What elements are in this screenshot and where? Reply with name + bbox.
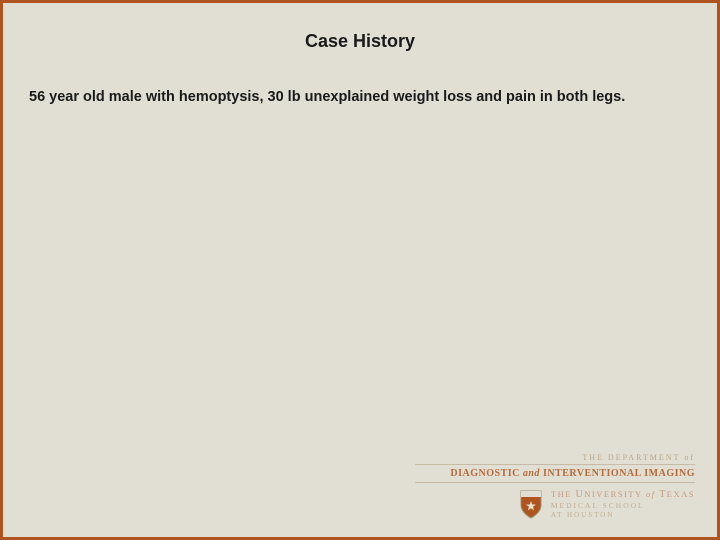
university-line-3: AT HOUSTON — [551, 511, 695, 519]
shield-icon — [519, 489, 543, 519]
department-prefix: THE DEPARTMENT of — [415, 453, 695, 465]
ut-of: of — [646, 489, 659, 499]
case-history-body: 56 year old male with hemoptysis, 30 lb … — [55, 88, 693, 108]
dept-word-2: INTERVENTIONAL IMAGING — [543, 468, 695, 479]
university-row: THE UNIVERSITY of TEXAS MEDICAL SCHOOL A… — [415, 489, 695, 519]
dept-word-1: DIAGNOSTIC — [450, 468, 519, 479]
ut-niversity: NIVERSITY — [584, 489, 646, 499]
slide-title: Case History — [27, 31, 693, 52]
institution-logo-block: THE DEPARTMENT of DIAGNOSTIC and INTERVE… — [415, 453, 695, 519]
ut-u: U — [576, 489, 585, 500]
ut-t: T — [659, 489, 667, 500]
dept-and: and — [523, 468, 540, 479]
ut-the: THE — [551, 489, 576, 499]
slide-frame: Case History 56 year old male with hemop… — [0, 0, 720, 540]
department-name: DIAGNOSTIC and INTERVENTIONAL IMAGING — [415, 468, 695, 483]
university-text: THE UNIVERSITY of TEXAS MEDICAL SCHOOL A… — [551, 489, 695, 519]
ut-exas: EXAS — [667, 489, 695, 499]
shield-top-band — [521, 491, 541, 497]
university-line-1: THE UNIVERSITY of TEXAS — [551, 489, 695, 500]
university-line-2: MEDICAL SCHOOL — [551, 501, 695, 510]
